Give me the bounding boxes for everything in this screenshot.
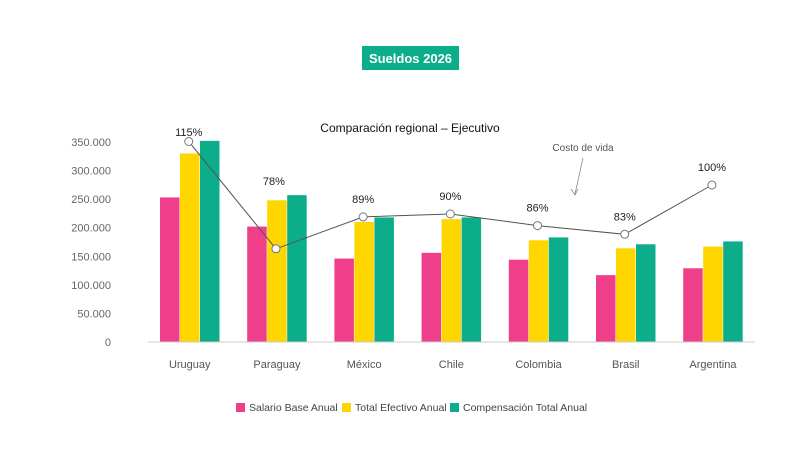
bar-2-5 xyxy=(528,240,549,342)
y-tick-label: 200.000 xyxy=(71,223,111,235)
title-badge: Sueldos 2026 xyxy=(362,46,459,70)
cost-of-living-marker xyxy=(445,209,455,219)
bar-2-7 xyxy=(703,246,723,342)
x-tick-label: Brasil xyxy=(612,359,640,371)
x-tick-label: Argentina xyxy=(689,359,737,371)
bar-3-4 xyxy=(461,217,482,342)
bar-3-7 xyxy=(723,241,743,342)
cost-of-living-marker xyxy=(707,180,717,190)
y-tick-label: 250.000 xyxy=(71,194,111,206)
bar-2-2 xyxy=(267,200,287,342)
legend-swatch-1 xyxy=(236,403,245,412)
legend-swatch-3 xyxy=(450,403,459,412)
cost-of-living-marker xyxy=(620,229,630,239)
chart-title: Comparación regional – Ejecutivo xyxy=(320,121,500,135)
annotation-arrow-line xyxy=(574,157,584,195)
bar-1-3 xyxy=(334,258,354,342)
cost-of-living-label: 86% xyxy=(527,203,549,215)
cost-of-living-marker xyxy=(533,221,543,231)
bar-1-2 xyxy=(247,226,267,342)
legend: Salario Base Anual Total Efectivo Anual Co… xyxy=(236,402,587,414)
x-tick-label: Colombia xyxy=(515,359,562,371)
y-tick-label: 350.000 xyxy=(71,137,111,149)
y-tick-label: 150.000 xyxy=(71,251,111,263)
bar-3-1 xyxy=(200,140,220,342)
x-tick-label: Chile xyxy=(439,359,464,371)
bar-1-5 xyxy=(508,259,529,342)
bar-2-3 xyxy=(354,222,374,342)
annotation-arrow-head xyxy=(570,188,579,196)
bars xyxy=(160,140,743,342)
bar-3-5 xyxy=(548,237,569,342)
x-tick-label: Paraguay xyxy=(253,359,301,371)
cost-of-living-label: 78% xyxy=(263,176,285,188)
legend-label-3: Compensación Total Anual xyxy=(463,402,587,414)
y-axis: 0 50.000 100.000 150.000 200.000 250.000 300.0… xyxy=(71,137,111,349)
x-tick-label: Uruguay xyxy=(169,359,211,371)
x-tick-label: México xyxy=(347,359,382,371)
y-tick-label: 300.000 xyxy=(71,166,111,178)
cost-of-living-label: 115% xyxy=(175,127,203,139)
cost-of-living-marker xyxy=(184,137,194,146)
y-tick-label: 0 xyxy=(105,337,111,349)
legend-label-1: Salario Base Anual xyxy=(249,402,338,414)
legend-swatch-2 xyxy=(342,403,351,412)
cost-of-living-marker xyxy=(271,244,281,254)
bar-1-1 xyxy=(160,197,180,342)
bar-2-1 xyxy=(180,153,200,342)
bar-3-3 xyxy=(374,217,394,342)
bar-2-6 xyxy=(616,248,636,342)
cost-of-living-line: 115% 78% 89% 90% 86% 83% 100% xyxy=(175,127,726,254)
cost-of-living-label: 83% xyxy=(614,211,636,223)
bar-1-6 xyxy=(596,275,616,342)
cost-of-living-marker xyxy=(358,212,368,222)
legend-label-2: Total Efectivo Anual xyxy=(355,402,447,414)
bar-2-4 xyxy=(441,219,462,342)
annotation-label: Costo de vida xyxy=(552,143,614,154)
y-tick-label: 50.000 xyxy=(77,308,111,320)
bar-3-6 xyxy=(636,244,656,342)
cost-of-living-label: 90% xyxy=(439,191,461,203)
bar-1-4 xyxy=(421,252,442,342)
bar-1-7 xyxy=(683,268,703,342)
y-tick-label: 100.000 xyxy=(71,280,111,292)
cost-of-living-annotation: Costo de vida xyxy=(552,143,614,196)
x-axis: Uruguay Paraguay México Chile Colombia Brasil… xyxy=(169,359,737,371)
cost-of-living-label: 100% xyxy=(698,162,726,174)
cost-of-living-label: 89% xyxy=(352,194,374,206)
bar-3-2 xyxy=(287,195,307,342)
